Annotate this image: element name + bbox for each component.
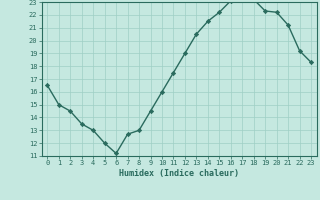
X-axis label: Humidex (Indice chaleur): Humidex (Indice chaleur) xyxy=(119,169,239,178)
